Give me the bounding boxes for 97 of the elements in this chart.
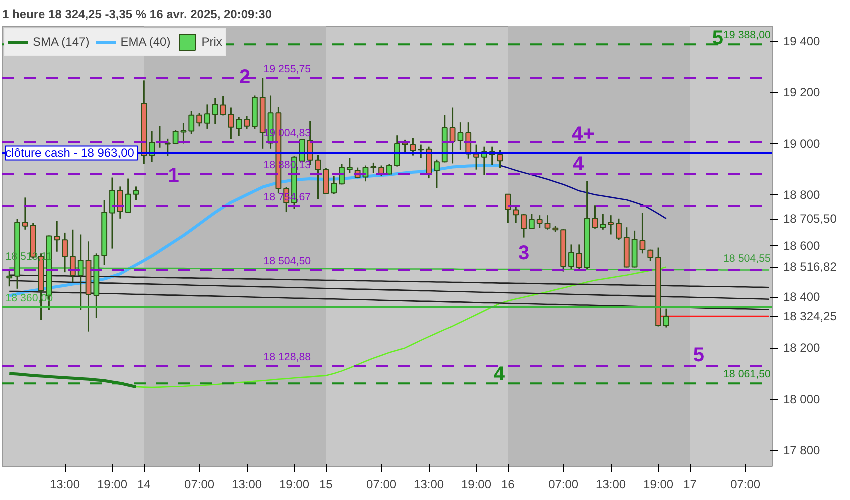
x-tick-label: 07:00: [730, 478, 761, 492]
candlestick: [370, 162, 377, 174]
x-tick-label: 13:00: [232, 478, 262, 492]
candlestick: [133, 186, 140, 202]
ref-line-label: 19 388,00: [724, 30, 771, 42]
candlestick: [110, 177, 116, 250]
x-tick-label: 19:00: [97, 478, 128, 492]
chart-title: 1 heure 18 324,25 -3,35 % 16 avr. 2025, 20:09:30: [2, 8, 272, 22]
x-tick-label: 13:00: [596, 478, 626, 492]
annotation: 2: [239, 66, 251, 89]
candlestick: [616, 218, 622, 242]
ref-line-label: 18 504,50: [264, 255, 312, 268]
candlestick: [536, 214, 543, 230]
x-tick-label: 07:00: [366, 478, 397, 492]
candlestick: [418, 144, 424, 160]
annotation: 3: [518, 242, 530, 264]
candlestick: [180, 122, 187, 145]
candlestick: [474, 144, 480, 171]
candlestick: [236, 116, 242, 137]
y-tick-label: 18 800: [784, 188, 821, 202]
candlestick: [434, 159, 440, 189]
candlestick: [331, 175, 338, 196]
x-tick-label: 13:00: [414, 478, 444, 492]
candlestick: [212, 98, 218, 125]
candlestick: [640, 212, 646, 254]
candlestick: [528, 213, 535, 230]
candlestick: [394, 134, 400, 168]
candlestick: [513, 205, 520, 224]
annotation: 4: [573, 154, 586, 176]
y-tick-label: 18 324,25: [784, 309, 838, 324]
candlestick: [78, 234, 84, 312]
x-tick-label: 16: [502, 478, 516, 492]
x-tick-label: 15: [319, 478, 334, 492]
ref-line-label: clôture cash - 18 963,00: [6, 146, 135, 160]
annotation: 4: [494, 364, 506, 386]
line-series: [8, 372, 138, 389]
candlestick: [188, 110, 195, 136]
candlestick: [592, 204, 598, 230]
candlestick: [664, 308, 670, 329]
candlestick: [505, 194, 512, 224]
candlestick: [125, 178, 132, 214]
ref-line-label: 18 128,88: [264, 351, 312, 364]
annotation: 18 504,55: [724, 253, 771, 266]
y-tick-label: 17 800: [784, 443, 821, 458]
y-tick-label: 18 400: [784, 290, 821, 304]
candlestick: [608, 214, 614, 236]
candlestick: [323, 168, 330, 196]
legend-label: EMA (40): [120, 35, 171, 49]
candlestick: [196, 112, 203, 128]
candlestick: [600, 213, 606, 231]
candlestick: [204, 104, 210, 130]
candlestick: [410, 138, 416, 157]
annotation: 4+: [572, 124, 595, 146]
annotation: 5: [693, 344, 704, 367]
x-tick-label: 07:00: [548, 478, 579, 492]
candlestick: [244, 116, 250, 130]
y-tick-label: 18 000: [784, 392, 821, 406]
x-tick-label: 19:00: [280, 478, 310, 492]
candlestick: [521, 213, 527, 239]
y-tick-label: 19 400: [784, 34, 821, 49]
ref-line-label: 18 061,50: [724, 368, 771, 381]
candlestick: [54, 220, 60, 253]
x-tick-label: 14: [137, 478, 152, 492]
x-tick-label: 13:00: [50, 478, 80, 492]
y-tick-label: 19 000: [784, 136, 821, 151]
x-tick-label: 19:00: [462, 478, 492, 492]
candlestick: [172, 129, 179, 146]
candlestick: [450, 107, 456, 164]
candlestick: [497, 149, 504, 170]
x-tick-label: 17: [684, 478, 698, 492]
candlestick: [458, 122, 464, 151]
candlestick: [315, 154, 322, 200]
ref-line-label: 19 255,75: [264, 63, 312, 76]
x-tick-label: 19:00: [644, 478, 674, 492]
annotation: 1: [168, 164, 180, 187]
candlestick: [70, 229, 76, 283]
candlestick: [228, 107, 234, 140]
y-tick-label: 18 516,82: [784, 260, 838, 274]
y-tick-label: 18 705,50: [784, 212, 838, 226]
legend-label: SMA (147): [33, 35, 90, 49]
y-tick-label: 18 200: [784, 341, 821, 356]
legend-label: Prix: [202, 35, 222, 49]
candlestick: [62, 232, 68, 274]
line-series: [8, 290, 770, 311]
candlestick: [6, 270, 13, 288]
candlestick: [22, 196, 28, 231]
candlestick: [220, 96, 226, 116]
candlestick: [346, 158, 353, 174]
y-tick-label: 18 600: [784, 238, 821, 253]
x-tick-label: 07:00: [184, 478, 215, 492]
annotation: 5: [712, 28, 724, 50]
candlestick: [576, 244, 582, 270]
candlestick: [117, 186, 124, 220]
candlestick: [568, 244, 574, 270]
y-tick-label: 19 200: [784, 86, 821, 100]
line-series: [136, 266, 668, 388]
candlestick: [544, 214, 551, 231]
